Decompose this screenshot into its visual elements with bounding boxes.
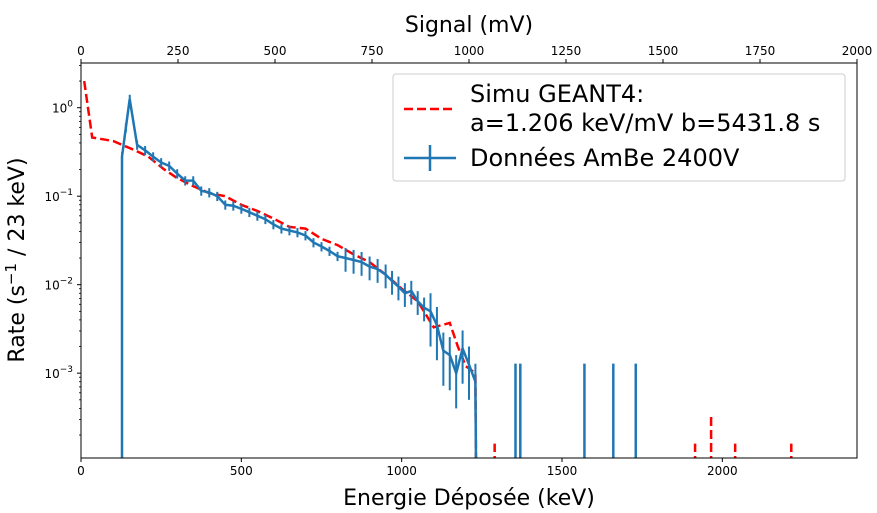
y-tick-label: 10−1: [44, 188, 73, 204]
top-x-tick-label: 1750: [745, 44, 776, 58]
y-axis-title-tail: / 23 keV): [5, 157, 30, 263]
top-x-tick-label: 1000: [454, 44, 485, 58]
y-axis-title-sup: −1: [2, 263, 20, 285]
top-x-tick-label: 750: [361, 44, 384, 58]
top-x-axis-ticks: 0 250 500 750 1000 1250 1500 1750 2000: [77, 44, 872, 63]
x-tick-label: 2000: [707, 464, 738, 478]
x-axis-title: Energie Déposée (keV): [343, 486, 595, 511]
y-tick-label: 10−3: [44, 365, 73, 381]
y-axis-ticks: 10−3 10−2 10−1 100: [44, 65, 81, 436]
top-x-tick-label: 0: [77, 44, 85, 58]
y-tick-label: 10−2: [44, 277, 73, 293]
top-x-tick-label: 250: [167, 44, 190, 58]
legend-box: [392, 73, 846, 182]
top-x-tick-label: 2000: [842, 44, 873, 58]
top-x-axis-title: Signal (mV): [405, 13, 533, 38]
legend-data-label: Données AmBe 2400V: [470, 144, 740, 172]
legend-simu-line2: a=1.206 keV/mV b=5431.8 s: [470, 109, 820, 137]
y-axis-title: Rate (s−1 / 23 keV): [2, 157, 30, 362]
y-tick-label: 100: [52, 100, 73, 116]
top-x-tick-label: 1250: [551, 44, 582, 58]
legend: Simu GEANT4: a=1.206 keV/mV b=5431.8 s D…: [392, 73, 846, 182]
plot-frame: [80, 62, 858, 459]
x-tick-label: 1000: [386, 464, 417, 478]
top-x-tick-label: 1500: [648, 44, 679, 58]
top-x-tick-label: 500: [264, 44, 287, 58]
x-tick-label: 0: [77, 464, 85, 478]
x-tick-label: 500: [230, 464, 253, 478]
simu-series: [82, 80, 793, 458]
x-axis-ticks: 0 500 1000 1500 2000: [77, 458, 738, 478]
data-series: [120, 94, 637, 458]
x-tick-label: 1500: [547, 464, 578, 478]
legend-simu-line1: Simu GEANT4:: [470, 80, 644, 108]
y-axis-title-main: Rate (s: [5, 285, 30, 362]
